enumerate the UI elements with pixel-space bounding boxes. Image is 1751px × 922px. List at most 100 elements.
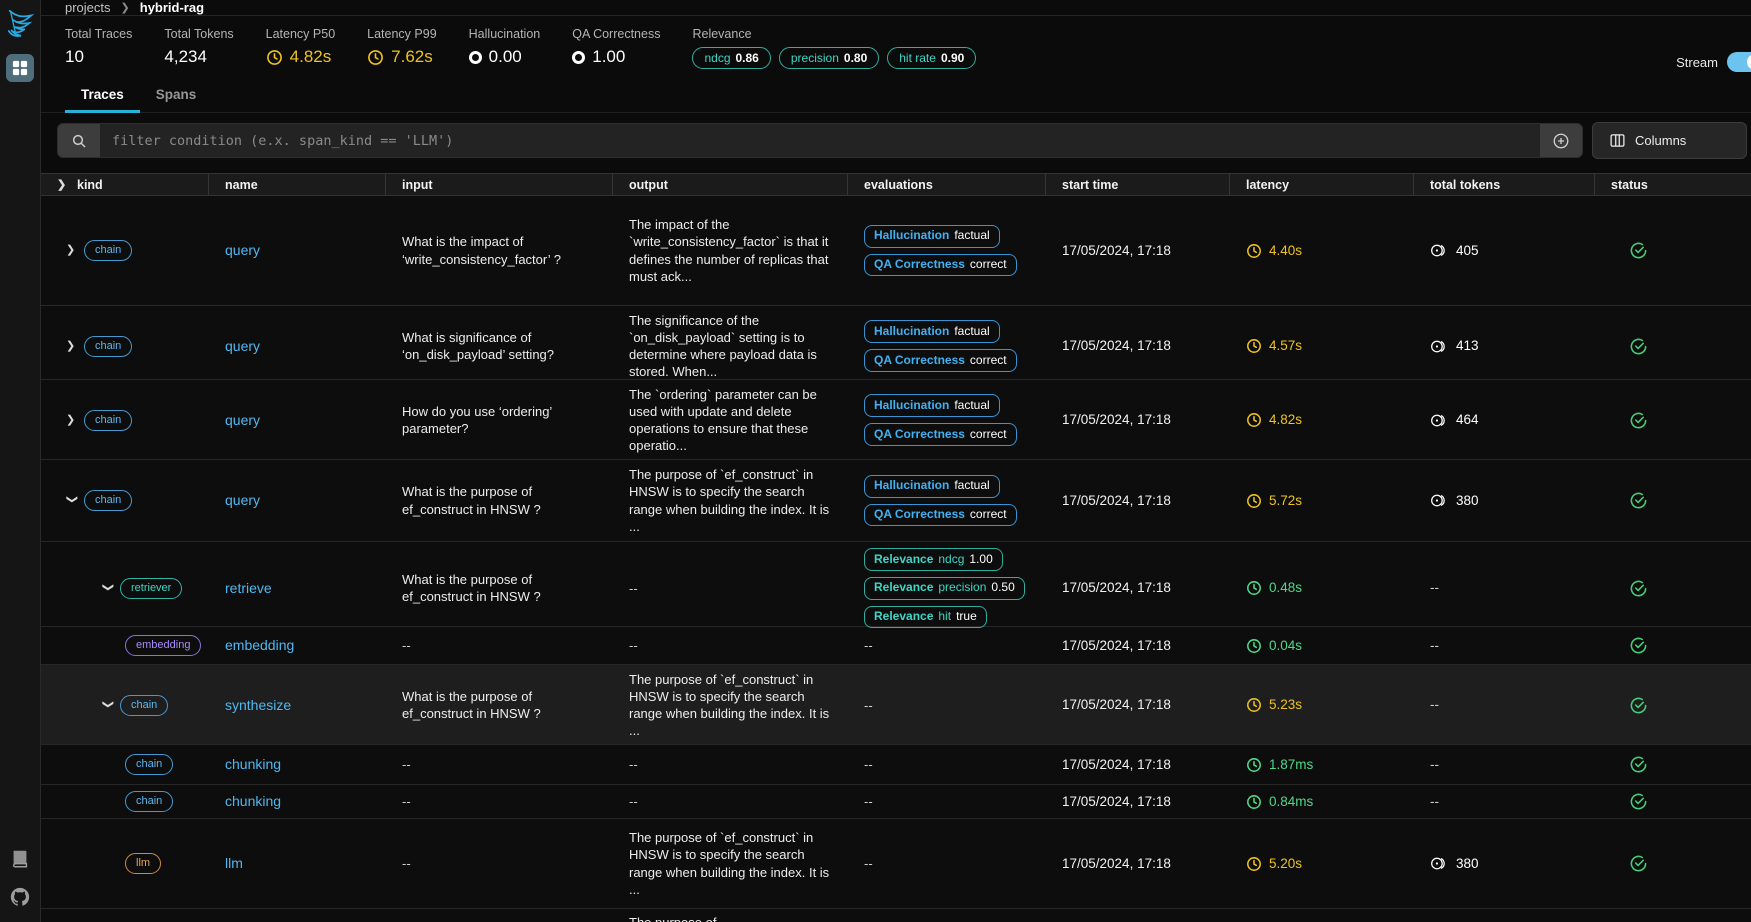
filter-condition-input[interactable] bbox=[100, 124, 1540, 157]
span-row-retrieve[interactable]: ❯ retriever retrieve What is the purpose of… bbox=[41, 542, 1751, 629]
evaluation-badge[interactable]: QA Correctness correct bbox=[864, 503, 1017, 527]
status-cell bbox=[1595, 196, 1751, 305]
column-header-evaluations[interactable]: evaluations bbox=[848, 174, 1046, 195]
evaluation-badge[interactable]: Hallucination factual bbox=[864, 394, 1000, 418]
sidebar bbox=[0, 0, 41, 922]
clock-icon bbox=[1247, 698, 1261, 713]
projects-grid-nav-button[interactable] bbox=[6, 54, 34, 82]
input-cell: What is the purpose of ef_construct in H… bbox=[402, 572, 541, 605]
row-expand-chevron-icon[interactable]: ❯ bbox=[65, 494, 78, 505]
evaluations-cell: Hallucination factual QA Correctness correc… bbox=[848, 380, 1046, 461]
status-ok-icon bbox=[1630, 855, 1647, 872]
stat-total-tokens: Total Tokens 4,234 bbox=[164, 27, 234, 66]
evaluation-badge[interactable]: Relevance ndcg 1.00 bbox=[864, 548, 1003, 571]
evaluations-cell: -- bbox=[864, 855, 873, 871]
gauge-ring-icon bbox=[572, 50, 586, 64]
phoenix-logo-icon[interactable] bbox=[5, 8, 35, 40]
span-name: embedding bbox=[225, 637, 295, 654]
column-header-kind[interactable]: ❯ kind bbox=[41, 174, 209, 195]
columns-button-label: Columns bbox=[1635, 133, 1687, 148]
evaluation-badge[interactable]: Hallucination factual bbox=[864, 474, 1000, 498]
evaluations-cell: Hallucination factual QA Correctness correc… bbox=[848, 460, 1046, 541]
span-row-synthesize[interactable]: ❯ chain synthesize What is the purpose of e… bbox=[41, 665, 1751, 745]
clock-icon bbox=[1247, 638, 1261, 653]
span-row-query[interactable]: ❯ chain query What is the impact of ‘write_… bbox=[41, 196, 1751, 306]
github-icon[interactable] bbox=[9, 886, 31, 908]
stat-label: Relevance bbox=[692, 27, 752, 41]
stat-label: Latency P99 bbox=[367, 27, 437, 41]
breadcrumb-projects-link[interactable]: projects bbox=[65, 0, 111, 15]
row-expand-chevron-icon[interactable]: ❯ bbox=[66, 414, 76, 427]
span-row-chunking[interactable]: chain chunking -- -- -- 17/05/2024, 17:18 1.87… bbox=[41, 745, 1751, 785]
row-expand-chevron-icon[interactable]: ❯ bbox=[101, 699, 114, 710]
evaluation-badge[interactable]: Hallucination factual bbox=[864, 320, 1000, 344]
status-cell bbox=[1595, 665, 1751, 746]
status-ok-icon bbox=[1630, 637, 1647, 654]
evaluation-badge[interactable]: Relevance hit true bbox=[864, 605, 987, 629]
stream-toggle[interactable] bbox=[1727, 52, 1751, 72]
stat-label: Total Traces bbox=[65, 27, 133, 41]
columns-button[interactable]: Columns bbox=[1592, 122, 1747, 159]
kind-badge-chain: chain bbox=[120, 695, 169, 716]
column-header-latency[interactable]: latency bbox=[1230, 174, 1414, 195]
gauge-ring-icon bbox=[468, 50, 482, 64]
evaluation-badge[interactable]: QA Correctness correct bbox=[864, 423, 1017, 447]
status-ok-icon bbox=[1630, 793, 1647, 810]
kind-cell: ❯ chain bbox=[41, 665, 209, 746]
tab-traces[interactable]: Traces bbox=[65, 78, 140, 113]
input-cell: -- bbox=[402, 793, 411, 809]
evaluation-badge[interactable]: QA Correctness correct bbox=[864, 349, 1017, 373]
add-filter-button[interactable] bbox=[1540, 124, 1582, 157]
row-expand-chevron-icon[interactable]: ❯ bbox=[101, 582, 114, 592]
latency-cell: 0.84ms bbox=[1230, 785, 1414, 818]
evaluation-badge[interactable]: Hallucination factual bbox=[864, 224, 1000, 248]
output-cell: The purpose of bbox=[613, 909, 848, 922]
span-row-chunking[interactable]: chain chunking -- -- -- 17/05/2024, 17:18 0.84… bbox=[41, 785, 1751, 819]
column-header-start-time[interactable]: start time bbox=[1046, 174, 1230, 195]
span-row-query[interactable]: ❯ chain query What is the purpose of ef_con… bbox=[41, 460, 1751, 542]
column-header-status[interactable]: status bbox=[1611, 177, 1648, 192]
kind-cell: llm bbox=[41, 819, 209, 908]
input-cell: How do you use ‘ordering’ parameter? bbox=[402, 404, 552, 437]
span-row-query[interactable]: ❯ chain query How do you use ‘ordering’ par… bbox=[41, 380, 1751, 460]
table-body: ❯ chain query What is the impact of ‘write_… bbox=[41, 196, 1751, 922]
evaluation-badge[interactable]: QA Correctness correct bbox=[864, 253, 1017, 277]
stream-control: Stream bbox=[1676, 52, 1751, 72]
evaluation-badge[interactable]: Relevance precision 0.50 bbox=[864, 576, 1025, 600]
tab-spans[interactable]: Spans bbox=[140, 78, 213, 112]
docs-book-icon[interactable] bbox=[9, 848, 31, 870]
trace-row-partial[interactable]: The purpose of bbox=[41, 909, 1751, 922]
row-expand-chevron-icon[interactable]: ❯ bbox=[66, 244, 76, 257]
column-header-input[interactable]: input bbox=[386, 174, 613, 195]
output-cell: The purpose of `ef_construct` in HNSW is… bbox=[629, 672, 830, 739]
row-expand-chevron-icon[interactable]: ❯ bbox=[66, 340, 76, 353]
output-cell: -- bbox=[629, 580, 638, 596]
output-cell: The significance of the `on_disk_payload… bbox=[629, 313, 817, 380]
span-name: retrieve bbox=[225, 580, 272, 596]
kind-badge-embedding: embedding bbox=[125, 635, 202, 656]
plus-circle-icon bbox=[1553, 133, 1569, 148]
status-cell bbox=[1595, 745, 1751, 784]
relevance-badge: ndcg 0.86 bbox=[692, 47, 771, 69]
status-cell bbox=[1595, 460, 1751, 541]
filter-row: Columns bbox=[41, 113, 1751, 168]
token-icon bbox=[1431, 340, 1445, 353]
clock-icon bbox=[1247, 856, 1261, 871]
input-cell: -- bbox=[402, 855, 411, 871]
expand-all-chevron-icon[interactable]: ❯ bbox=[57, 179, 67, 191]
kind-cell: chain bbox=[41, 745, 209, 784]
span-row-llm[interactable]: llm llm -- The purpose of `ef_construct` in… bbox=[41, 819, 1751, 909]
breadcrumb-chevron-icon: ❯ bbox=[120, 2, 130, 14]
kind-cell: ❯ chain bbox=[41, 460, 209, 541]
column-header-output[interactable]: output bbox=[613, 174, 848, 195]
clock-icon bbox=[1247, 339, 1261, 354]
span-name: query bbox=[225, 242, 261, 259]
output-cell: The impact of the `write_consistency_fac… bbox=[629, 217, 829, 284]
column-header-total-tokens[interactable]: total tokens bbox=[1414, 174, 1595, 195]
span-row-query[interactable]: ❯ chain query What is significance of ‘on_d… bbox=[41, 306, 1751, 380]
column-header-name[interactable]: name bbox=[209, 174, 386, 195]
span-row-embedding[interactable]: embedding embedding -- -- -- 17/05/2024, 17:1… bbox=[41, 627, 1751, 665]
clock-icon bbox=[266, 49, 282, 65]
total-tokens-cell: 405 bbox=[1414, 196, 1595, 305]
